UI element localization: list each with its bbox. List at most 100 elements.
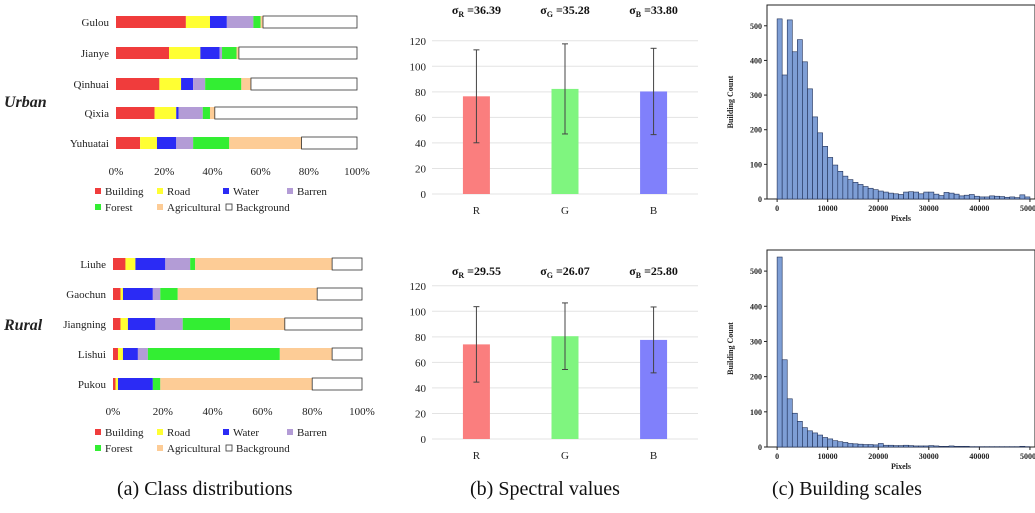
histogram-bar <box>1019 445 1026 448</box>
y-tick-label: 0 <box>421 189 427 201</box>
x-tick-label: 100% <box>344 166 370 178</box>
bar-segment-background <box>238 46 358 60</box>
histogram-bar <box>857 184 864 200</box>
y-tick-label: 200 <box>750 373 762 382</box>
bar-segment-forest <box>152 378 161 390</box>
bar-segment-building <box>116 137 141 149</box>
x-tick-label: B <box>650 205 657 217</box>
histogram-bar <box>948 192 955 200</box>
y-tick-label: 20 <box>415 408 427 420</box>
x-tick-label: 30000 <box>919 452 939 461</box>
bar-segment-building <box>113 378 116 390</box>
x-tick-label: B <box>650 450 657 462</box>
x-tick-label: 20000 <box>868 452 888 461</box>
histogram-bar <box>847 179 854 200</box>
histogram-bar <box>999 196 1005 200</box>
histogram-bar <box>781 359 788 448</box>
legend-swatch-forest <box>95 204 101 210</box>
legend-label-agricultural: Agricultural <box>167 202 221 214</box>
histogram-bar <box>842 175 849 200</box>
legend-label-building: Building <box>105 427 144 439</box>
histogram-bar <box>908 191 914 200</box>
histogram-bar <box>852 182 859 200</box>
histogram-bar <box>867 187 874 200</box>
y-axis-label: Building Count <box>726 322 735 375</box>
x-tick-label: R <box>473 205 481 217</box>
bar-segment-barren <box>219 47 223 59</box>
bar-segment-barren <box>165 258 191 270</box>
histogram-bar <box>903 191 909 200</box>
histogram-bar <box>953 445 960 448</box>
bar-segment-background <box>331 347 363 361</box>
bar-segment-building <box>116 16 186 28</box>
bar-segment-forest <box>182 318 231 330</box>
legend-label-barren: Barren <box>297 427 327 439</box>
x-tick-label: 0 <box>775 204 779 213</box>
histogram-bar <box>847 443 854 448</box>
histogram-bar <box>776 256 783 448</box>
x-tick-label: R <box>473 450 481 462</box>
bar-segment-agricultural <box>177 288 318 300</box>
x-tick-label: 0% <box>109 166 124 178</box>
x-tick-label: 40% <box>202 166 222 178</box>
legend-swatch-background <box>225 444 233 452</box>
bar-segment-building <box>113 288 121 300</box>
x-tick-label: 30000 <box>919 204 939 213</box>
sigma-label: σG =26.07 <box>540 264 590 280</box>
y-tick-label: 100 <box>410 61 427 73</box>
caption-spectral-values: (b) Spectral values <box>470 478 620 500</box>
y-tick-label: 100 <box>410 306 427 318</box>
bar-segment-agricultural <box>160 378 313 390</box>
bar-segment-road <box>117 348 123 360</box>
y-tick-label: 20 <box>415 163 427 175</box>
legend-swatch-water <box>223 429 229 435</box>
bar-segment-forest <box>205 78 242 90</box>
histogram-bar <box>786 19 793 200</box>
x-tick-label: 40% <box>203 406 223 418</box>
histogram-bar <box>948 445 955 448</box>
bar-segment-agricultural <box>229 137 302 149</box>
bar-segment-barren <box>193 78 206 90</box>
histogram-bar <box>882 191 889 200</box>
category-label: Liuhe <box>80 259 106 271</box>
bar-segment-agricultural <box>260 16 264 28</box>
histogram-bar <box>994 195 1000 200</box>
histogram-bar <box>781 74 788 200</box>
bar-segment-agricultural <box>230 318 285 330</box>
legend-swatch-barren <box>287 188 293 194</box>
x-tick-label: 20% <box>154 166 174 178</box>
y-tick-label: 40 <box>415 383 427 395</box>
x-tick-label: G <box>561 450 569 462</box>
category-label: Yuhuatai <box>70 138 109 150</box>
bar-segment-barren <box>226 16 254 28</box>
histogram-bar <box>958 445 965 448</box>
bar-segment-agricultural <box>209 107 215 119</box>
x-tick-label: 40000 <box>969 452 989 461</box>
bar-segment-water <box>122 288 153 300</box>
legend-swatch-agricultural <box>157 445 163 451</box>
histogram-bar <box>1019 194 1026 200</box>
x-tick-label: 0% <box>106 406 121 418</box>
bar-segment-building <box>116 78 160 90</box>
histogram-bar <box>877 190 884 200</box>
histogram-bar <box>822 146 828 200</box>
histogram-bar <box>862 186 869 200</box>
histogram-bar <box>832 164 839 200</box>
histogram-bar <box>817 434 823 448</box>
histogram-bar <box>1009 196 1016 200</box>
histogram-bar <box>867 444 874 448</box>
bar-segment-background <box>301 136 358 150</box>
legend-swatch-agricultural <box>157 204 163 210</box>
histogram-bar <box>989 195 995 200</box>
histogram-bar <box>908 445 914 448</box>
histogram-bar <box>928 191 935 200</box>
histogram-bar <box>888 192 894 200</box>
bar-segment-background <box>214 106 358 120</box>
histogram-bar <box>837 170 844 200</box>
histogram-bar <box>1024 196 1031 200</box>
histogram-bar <box>979 196 985 200</box>
bar-segment-water <box>122 348 138 360</box>
histogram-bar <box>968 194 975 200</box>
legend-label-building: Building <box>105 186 144 198</box>
bar-segment-road <box>115 378 118 390</box>
